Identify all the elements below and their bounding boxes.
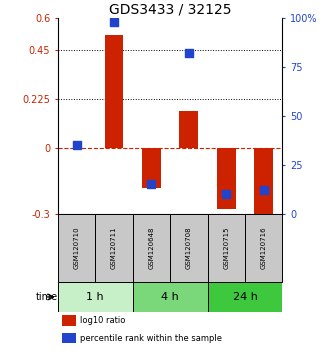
Point xyxy=(149,182,154,187)
Point xyxy=(224,191,229,197)
Text: GSM120711: GSM120711 xyxy=(111,227,117,269)
Bar xyxy=(58,214,95,282)
Bar xyxy=(254,148,273,218)
Bar xyxy=(58,282,133,312)
Point xyxy=(74,142,79,148)
Bar xyxy=(133,214,170,282)
Text: time: time xyxy=(36,292,58,302)
Bar xyxy=(179,111,198,148)
Bar xyxy=(95,214,133,282)
Bar xyxy=(62,333,76,343)
Text: GSM120648: GSM120648 xyxy=(148,227,154,269)
Text: GSM120715: GSM120715 xyxy=(223,227,229,269)
Bar xyxy=(208,214,245,282)
Text: GSM120708: GSM120708 xyxy=(186,227,192,269)
Bar xyxy=(133,282,208,312)
Bar xyxy=(170,214,208,282)
Point xyxy=(261,187,266,193)
Bar xyxy=(245,214,282,282)
Title: GDS3433 / 32125: GDS3433 / 32125 xyxy=(109,2,231,17)
Bar xyxy=(208,282,282,312)
Bar xyxy=(105,35,123,148)
Point xyxy=(186,50,191,56)
Text: 24 h: 24 h xyxy=(233,292,257,302)
Text: 4 h: 4 h xyxy=(161,292,179,302)
Bar xyxy=(62,315,76,326)
Text: percentile rank within the sample: percentile rank within the sample xyxy=(80,333,222,343)
Text: GSM120716: GSM120716 xyxy=(261,227,267,269)
Bar xyxy=(217,148,236,209)
Text: log10 ratio: log10 ratio xyxy=(80,316,126,325)
Bar xyxy=(142,148,161,188)
Point xyxy=(111,19,117,24)
Text: GSM120710: GSM120710 xyxy=(74,227,80,269)
Text: 1 h: 1 h xyxy=(86,292,104,302)
